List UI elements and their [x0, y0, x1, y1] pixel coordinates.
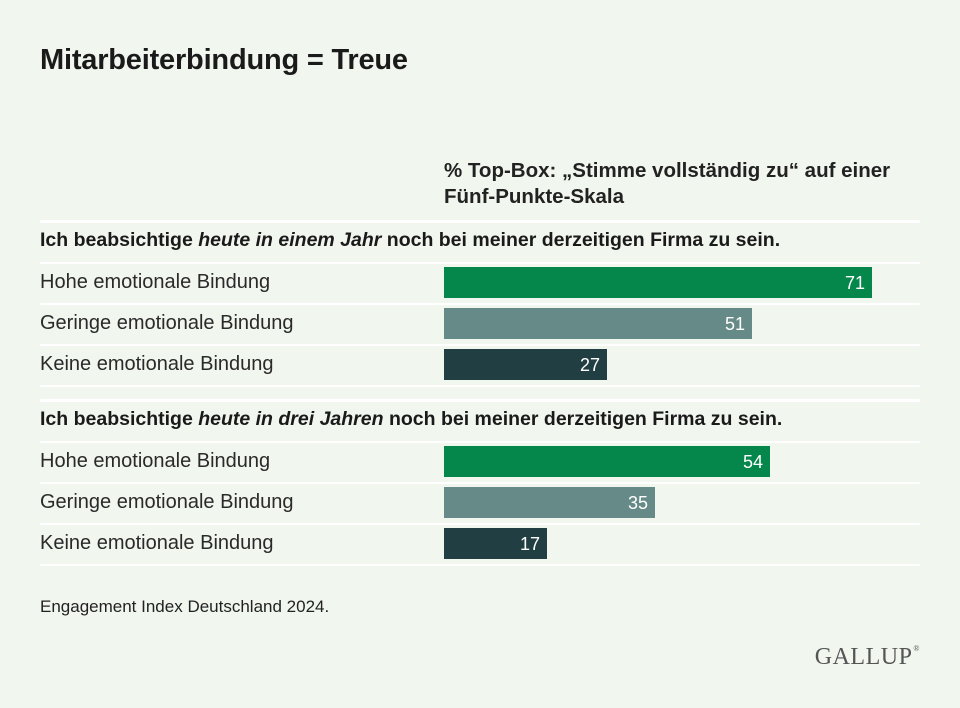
category-label: Hohe emotionale Bindung: [40, 450, 271, 472]
group-title-pre: Ich beabsichtige: [40, 408, 199, 430]
bar-keine: 27: [444, 349, 607, 380]
bar-value-label: 71: [844, 273, 865, 293]
row-divider: [40, 441, 920, 443]
column-header: % Top-Box: „Stimme vollständig zu“ auf e…: [444, 159, 891, 208]
group-title-emphasis: heute in drei Jahren: [198, 408, 384, 430]
footnote: Engagement Index Deutschland 2024.: [40, 597, 330, 616]
category-label: Keine emotionale Bindung: [40, 532, 274, 554]
category-label: Hohe emotionale Bindung: [40, 271, 271, 293]
bar-keine: 17: [444, 528, 547, 559]
category-label: Geringe emotionale Bindung: [40, 491, 294, 513]
group-divider: [40, 220, 920, 223]
row-divider: [40, 344, 920, 346]
row-divider: [40, 303, 920, 305]
chart-title: Mitarbeiterbindung = Treue: [40, 44, 408, 76]
gallup-logo: GALLUP®: [814, 644, 920, 670]
category-label: Geringe emotionale Bindung: [40, 312, 294, 334]
bar-value-label: 51: [724, 314, 745, 334]
bar-hohe: 71: [444, 267, 872, 298]
category-label: Keine emotionale Bindung: [40, 353, 274, 375]
bar-value-label: 54: [742, 452, 763, 472]
group-divider: [40, 399, 920, 402]
row-divider: [40, 523, 920, 525]
group-title: Ich beabsichtige heute in einem Jahr noc…: [40, 229, 920, 252]
bar-geringe: 35: [444, 487, 655, 518]
group-title: Ich beabsichtige heute in drei Jahren no…: [40, 408, 920, 431]
row-divider: [40, 385, 920, 387]
row-divider: [40, 564, 920, 566]
bar-geringe: 51: [444, 308, 752, 339]
bar-value-label: 17: [519, 534, 540, 554]
bar-value-label: 35: [627, 493, 648, 513]
group-title-post: noch bei meiner derzeitigen Firma zu sei…: [383, 408, 783, 430]
row-divider: [40, 262, 920, 264]
group-title-post: noch bei meiner derzeitigen Firma zu sei…: [381, 229, 781, 251]
group-title-pre: Ich beabsichtige: [40, 229, 199, 251]
bar-hohe: 54: [444, 446, 770, 477]
group-title-emphasis: heute in einem Jahr: [198, 229, 382, 251]
row-divider: [40, 482, 920, 484]
bar-value-label: 27: [579, 355, 600, 375]
